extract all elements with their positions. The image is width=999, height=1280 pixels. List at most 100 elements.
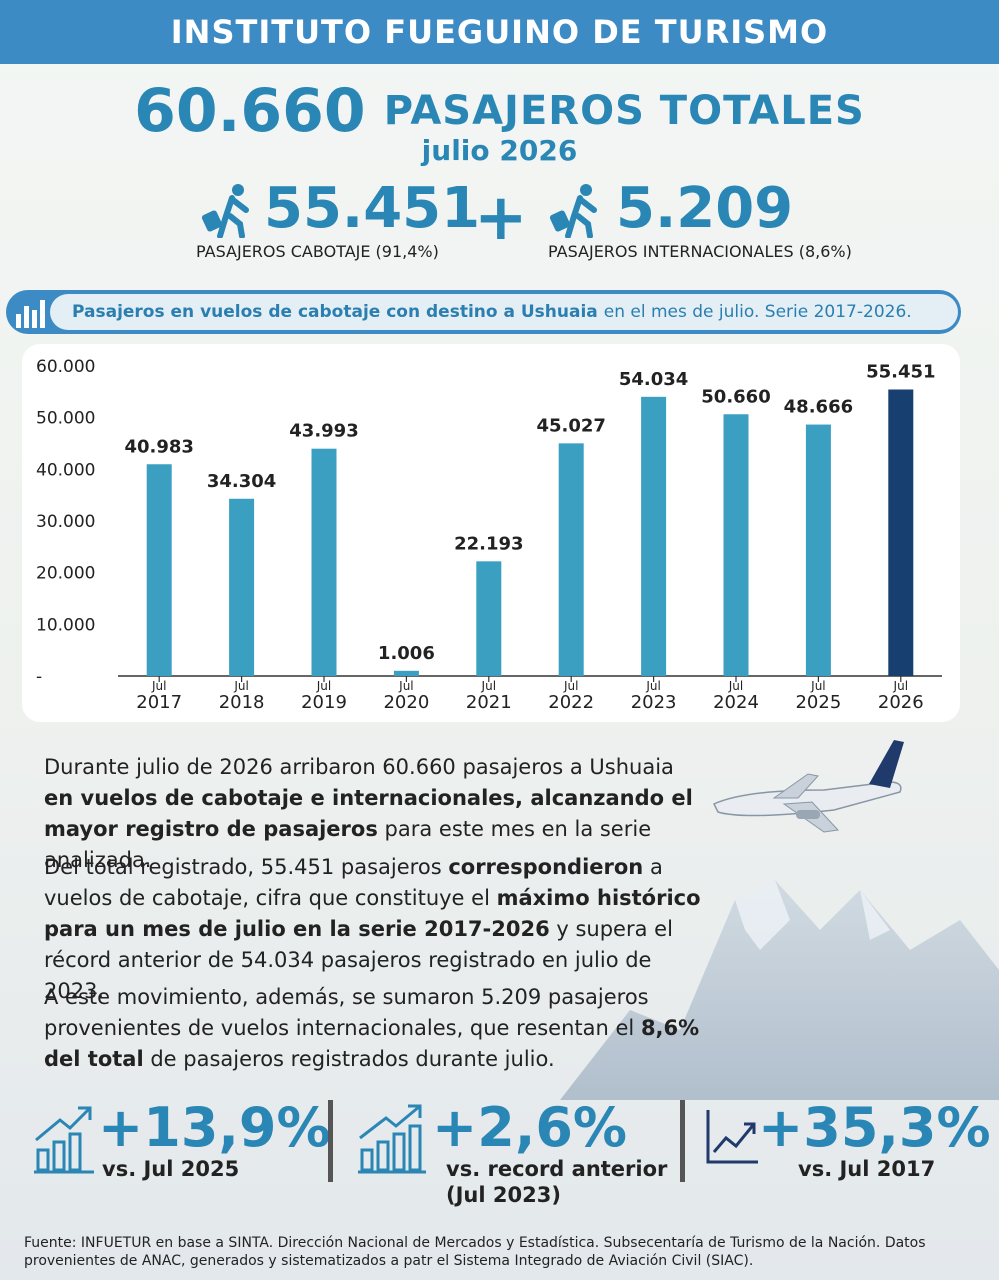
domestic-caption: PASAJEROS CABOTAJE (91,4%) [196,242,439,261]
x-tick-month: Jul [563,679,578,693]
domestic-value: 55.451 [264,176,481,241]
data-label: 54.034 [619,369,688,390]
domestic-caption-wrap: PASAJEROS CABOTAJE (91,4%) [196,240,439,261]
x-tick-month: Jul [728,679,743,693]
international-caption-wrap: PASAJEROS INTERNACIONALES (8,6%) [548,240,852,261]
y-tick-label: 20.000 [36,564,95,584]
x-tick-label: 2022 [548,692,594,713]
source-line-1: Fuente: INFUETUR en base a SINTA. Direcc… [24,1235,926,1251]
paragraph-run: 8,6% del total [44,1016,700,1071]
stat-vs-2017: +35,3% vs. Jul 2017 [758,1100,991,1182]
chart-title: Pasajeros en vuelos de cabotaje con dest… [50,294,958,330]
data-label: 43.993 [289,421,358,442]
data-label: 34.304 [207,471,276,492]
bar-2020 [393,670,419,676]
bar-2017 [146,464,172,676]
chart-title-bold: Pasajeros en vuelos de cabotaje con dest… [72,302,598,322]
stat-vs-record: +2,6% vs. record anterior (Jul 2023) [432,1100,667,1208]
data-label: 40.983 [124,436,193,457]
y-tick-label: - [36,667,42,687]
traveler-icon [201,184,249,238]
x-tick-month: Jul [893,679,908,693]
trend-line-icon [706,1110,758,1164]
paragraph-run: de pasajeros registrados durante julio. [143,1047,555,1071]
paragraph-run: para este mes en la serie analizada. [44,817,652,872]
header-title: INSTITUTO FUEGUINO DE TURISMO [170,13,829,51]
paragraph-run: Durante julio de 2026 arribaron 60.660 p… [44,755,674,779]
growth-chart-icon [358,1104,426,1174]
x-tick-label: 2017 [136,692,182,713]
x-tick-month: Jul [810,679,825,693]
plus-sign: + [474,181,528,255]
y-tick-label: 10.000 [36,615,95,635]
source-footer: Fuente: INFUETUR en base a SINTA. Direcc… [24,1234,979,1270]
bar-2026 [888,389,914,676]
domestic-block: 55.451 [264,180,480,238]
x-tick-month: Jul [233,679,248,693]
airplane-illustration [712,740,904,833]
bar-chart: - 10.000 20.000 30.000 40.000 50.000 60.000 40.… [36,357,942,713]
total-label: PASAJEROS TOTALES [383,88,865,134]
bar-2023 [641,396,667,676]
bar-2019 [311,448,337,676]
data-label: 48.666 [784,397,853,418]
paragraph-run: A este movimiento, además, se sumaron 5.… [44,985,649,1040]
data-label: 45.027 [536,415,605,436]
chart-title-rest: en el mes de julio. Serie 2017-2026. [603,302,912,322]
total-passengers: 60.660 [134,76,366,146]
data-label: 1.006 [378,643,435,664]
x-tick-label: 2021 [466,692,512,713]
data-label: 22.193 [454,533,523,554]
x-tick-month: Jul [151,679,166,693]
international-block: 5.209 [616,180,793,238]
x-tick-label: 2023 [631,692,677,713]
data-label: 55.451 [866,362,935,383]
international-caption: PASAJEROS INTERNACIONALES (8,6%) [548,242,852,261]
paragraph-run: Del total registrado, 55.451 pasajeros [44,855,449,879]
stat-caption: vs. Jul 2025 [102,1157,240,1181]
x-tick-label: 2026 [878,692,924,713]
bar-2018 [229,498,255,676]
international-value: 5.209 [616,176,794,241]
x-tick-month: Jul [481,679,496,693]
bar-2024 [723,414,749,676]
stat-value: +13,9% [98,1096,331,1159]
data-label: 50.660 [701,386,770,407]
y-tick-label: 40.000 [36,460,95,480]
divider [680,1100,685,1182]
y-tick-label: 50.000 [36,409,95,429]
x-tick-label: 2020 [383,692,429,713]
paragraph-run: en vuelos de cabotaje e internacionales,… [44,786,693,841]
paragraph-international: A este movimiento, además, se sumaron 5.… [44,982,704,1075]
stat-value: +35,3% [758,1096,991,1159]
paragraph-run: a vuelos de cabotaje, cifra que constitu… [44,855,663,910]
x-tick-label: 2019 [301,692,347,713]
stat-caption: vs. record anterior [446,1157,668,1181]
x-tick-label: 2024 [713,692,759,713]
mountain-illustration [560,880,999,1100]
source-line-2: provenientes de ANAC, generados y sistem… [24,1253,754,1269]
y-tick-label: 60.000 [36,357,95,377]
chart-card: - 10.000 20.000 30.000 40.000 50.000 60.000 40.… [22,344,960,722]
paragraph-run: máximo histórico para un mes de julio en… [44,886,701,941]
stat-vs-2025: +13,9% vs. Jul 2025 [98,1100,331,1182]
traveler-icon [549,184,597,238]
paragraph-run: correspondieron [448,855,644,879]
paragraph-summary: Durante julio de 2026 arribaron 60.660 p… [44,752,704,876]
x-tick-month: Jul [645,679,660,693]
stat-caption: vs. Jul 2017 [798,1157,936,1181]
bar-2022 [558,443,584,676]
period-label: julio 2026 [421,134,578,167]
headline: 60.660 PASAJEROS TOTALES [0,76,999,146]
x-tick-month: Jul [398,679,413,693]
bar-2021 [476,561,502,676]
x-tick-month: Jul [316,679,331,693]
x-tick-label: 2018 [219,692,265,713]
growth-chart-icon [34,1106,94,1174]
divider [328,1100,333,1182]
paragraph-run: y supera el récord anterior de 54.034 pa… [44,917,673,1003]
header-banner: INSTITUTO FUEGUINO DE TURISMO [0,0,999,64]
stat-caption-sub: (Jul 2023) [446,1183,561,1207]
y-tick-label: 30.000 [36,512,95,532]
bar-2025 [805,424,831,676]
